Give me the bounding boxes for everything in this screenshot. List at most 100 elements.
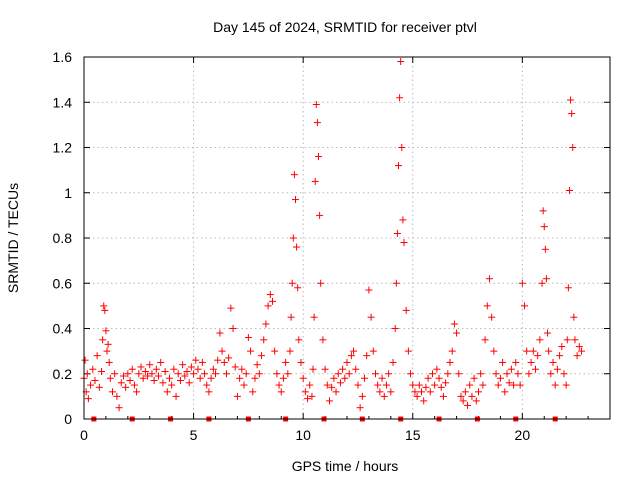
data-point [571,336,579,344]
data-point [291,196,299,204]
data-point [317,279,325,287]
data-point [271,347,279,355]
data-point [119,372,127,380]
data-point [183,367,191,375]
data-point [404,347,412,355]
data-point [424,374,432,382]
data-point [397,58,405,66]
data-point [367,313,375,321]
data-point [113,392,121,400]
y-tick-label: 0.2 [53,366,73,382]
data-point [569,144,577,151]
data-point [286,347,294,355]
data-point [418,388,426,396]
data-point [490,347,498,355]
data-point [249,388,257,396]
data-point [510,381,518,389]
data-point [538,279,546,287]
data-point [334,370,342,378]
data-point [240,381,248,389]
data-point [209,365,217,373]
data-point [470,374,478,382]
data-point [347,352,355,360]
data-point [551,381,559,389]
data-point [170,365,178,373]
data-point [488,313,496,321]
data-point [382,381,390,389]
data-point [128,365,136,373]
data-point [227,304,235,312]
data-point [578,347,586,355]
y-tick-label: 1.2 [53,140,73,156]
data-point [407,370,415,378]
data-point [316,211,324,219]
data-point [446,358,454,366]
y-tick-label: 1.4 [53,94,73,110]
data-point [115,404,123,412]
data-point [356,404,364,412]
data-point [461,388,469,396]
data-point [507,365,515,373]
data-point [297,358,305,366]
data-point [105,358,113,366]
data-point [185,379,193,387]
data-point [309,365,317,373]
data-point [512,358,520,366]
data-point [236,374,244,382]
y-tick-label: 0 [64,411,72,427]
axis-ticks: 0 5 10 15 20 0 0.2 0.4 0.6 0.8 1 1.2 1.4 1.6 [53,49,610,443]
data-point [290,171,298,179]
data-point [152,365,160,373]
data-point [350,347,358,355]
data-point [159,379,167,387]
data-point [426,388,434,396]
data-point [161,367,169,375]
data-point [251,374,259,382]
data-point [310,313,318,321]
data-point [531,365,539,373]
data-point [570,313,578,321]
data-point [459,397,467,405]
data-point [155,372,163,380]
data-point [172,392,180,400]
data-point [499,358,507,366]
data-point [135,370,143,378]
data-point [392,279,400,287]
data-point [301,388,309,396]
data-point [494,381,502,389]
data-point [295,336,303,344]
data-point [573,352,581,360]
data-point [393,229,401,237]
data-point [150,377,158,385]
data-point [514,370,522,378]
data-point [453,329,461,337]
data-point [371,370,379,378]
data-point [545,347,553,355]
data-point [225,354,233,362]
data-point [124,370,132,378]
data-point [284,370,292,378]
data-point [255,370,263,378]
data-point [93,352,101,360]
data-point [179,361,187,369]
data-point [396,94,404,102]
chart-title: Day 145 of 2024, SRMTID for receiver ptv… [213,19,477,35]
data-point [437,383,445,391]
data-point [527,358,535,366]
data-point [287,313,295,321]
data-point [289,234,297,242]
data-point [439,392,447,400]
data-point [568,110,576,118]
data-point [148,370,156,378]
data-point [174,370,182,378]
data-point [501,388,509,396]
data-point [203,381,211,389]
data-point [139,374,147,382]
data-point [481,336,489,344]
data-point [521,302,529,310]
data-point [133,388,141,396]
data-point [229,325,237,332]
x-tick-label: 0 [80,427,88,443]
data-point [311,177,319,185]
data-point [275,381,283,389]
